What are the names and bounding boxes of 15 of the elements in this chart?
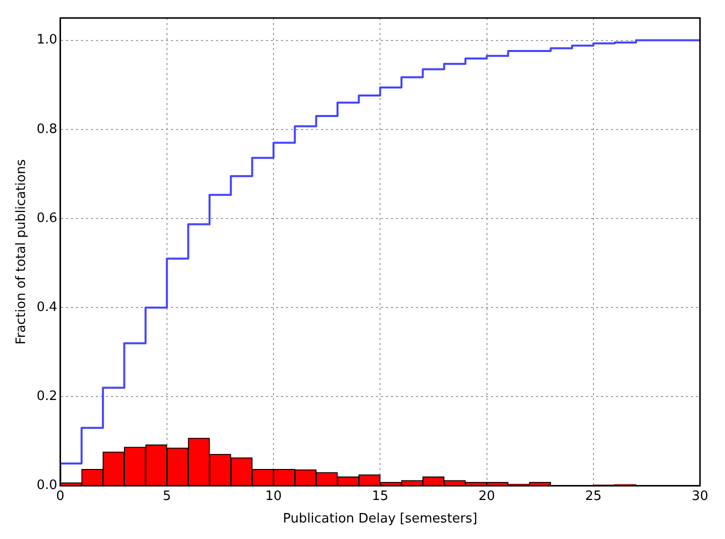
- y-tick-label: 0.6: [36, 210, 58, 226]
- y-tick-label: 0.4: [36, 300, 58, 315]
- y-tick-label: 1.0: [36, 32, 58, 48]
- x-tick-label: 25: [585, 488, 602, 504]
- y-tick-label: 0.8: [36, 122, 58, 137]
- x-tick-label: 20: [478, 488, 496, 504]
- x-axis-title: Publication Delay [semesters]: [282, 512, 478, 527]
- x-tick-label: 0: [56, 488, 64, 504]
- x-tick-label: 5: [162, 488, 172, 504]
- x-tick-label: 10: [265, 488, 282, 504]
- x-tick-label: 30: [692, 488, 708, 504]
- y-axis-title: Fraction of total publications: [14, 159, 30, 345]
- x-tick-label: 15: [372, 488, 388, 504]
- y-tick-label: 0.2: [36, 389, 58, 404]
- y-tick-label: 0.0: [36, 478, 58, 494]
